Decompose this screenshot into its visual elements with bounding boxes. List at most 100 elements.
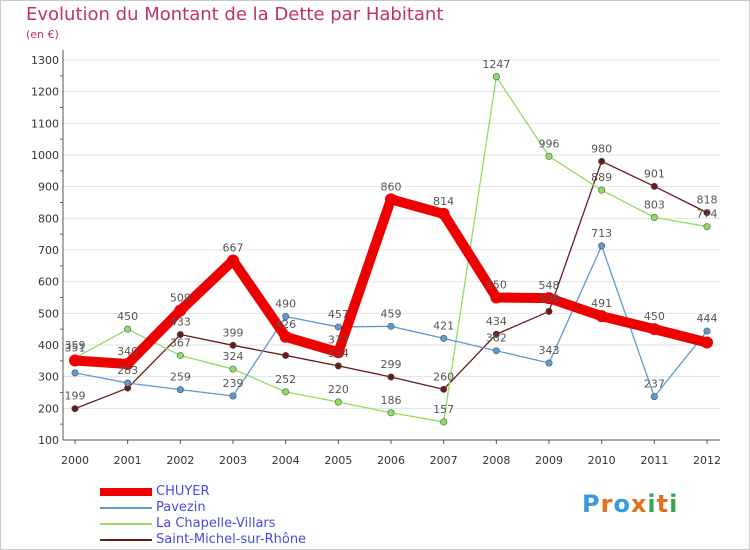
data-label: 367 [170,336,191,349]
data-point [282,351,290,359]
chart-title: Evolution du Montant de la Dette par Hab… [26,4,444,25]
data-point [650,182,658,190]
y-tick-label: 400 [38,339,59,352]
logo-letter: i [669,490,679,518]
axes: 100 200 300 400 500 600 700 800 900 1000 1100 1200 1… [31,50,721,467]
data-point [543,292,555,305]
x-tick-label: 2005 [324,454,352,467]
data-point [440,418,448,426]
logo-letter: x [630,490,648,518]
data-point [437,207,450,220]
data-label: 550 [486,279,507,292]
data-label: 382 [486,332,507,345]
data-label: 459 [381,307,402,320]
data-label: 889 [591,171,612,184]
data-label: 399 [223,326,244,339]
data-point [332,346,345,359]
data-label: 996 [539,137,560,150]
data-label: 713 [591,227,612,240]
data-label: 340 [117,345,138,358]
x-tick-label: 2012 [693,454,721,467]
data-point [229,392,237,400]
data-label: 283 [117,364,138,377]
data-label: 260 [433,370,454,383]
data-point [650,213,658,221]
data-label: 774 [697,208,718,221]
logo-letter: P [582,490,601,518]
data-point [121,358,134,370]
data-label: 444 [697,312,718,325]
data-point [598,157,606,165]
x-tick-label: 2000 [61,454,89,467]
legend-swatch [100,507,152,509]
data-label: 457 [328,308,349,321]
y-tick-label: 900 [38,181,59,194]
data-label: 426 [275,318,296,331]
data-point [650,393,658,401]
data-point [282,312,290,320]
data-point [387,409,395,417]
data-point [490,291,503,304]
y-tick-label: 200 [38,402,59,415]
data-point [598,242,606,250]
data-label: 450 [117,310,138,323]
x-tick-label: 2006 [377,454,405,467]
data-point [71,369,79,377]
x-tick-label: 2011 [640,454,668,467]
data-point [387,373,395,381]
data-label: 220 [328,383,349,396]
data-point [229,365,237,373]
data-point [545,359,553,367]
data-label: 1247 [482,58,510,71]
data-label: 506 [539,292,560,305]
data-point [703,209,711,217]
y-tick-label: 1100 [31,117,59,130]
data-label: 901 [644,167,665,180]
data-label: 343 [539,344,560,357]
data-point [229,341,237,349]
data-label: 548 [539,279,560,292]
data-label: 803 [644,198,665,211]
legend-label: La Chapelle-Villars [156,516,276,531]
data-point [124,379,132,387]
y-tick-label: 700 [38,244,59,257]
data-labels: 351 340 509 667 426 377 860 814 550 548 491 450 283 2… [65,58,718,416]
data-label: 157 [433,403,454,416]
x-tick-label: 2008 [482,454,510,467]
data-label: 377 [328,333,349,346]
data-point [176,386,184,394]
chart-subtitle: (en €) [26,28,59,41]
data-point [595,310,608,323]
x-tick-label: 2004 [272,454,300,467]
y-tick-label: 100 [38,434,59,447]
data-point [385,193,397,206]
data-point [492,347,500,355]
x-tick-label: 2003 [219,454,247,467]
legend-swatch [100,523,152,525]
data-label: 186 [381,394,402,407]
data-label: 818 [697,194,718,207]
data-label: 434 [486,315,507,328]
data-point [701,336,713,349]
data-label: 980 [591,142,612,155]
data-point [279,330,292,343]
data-label: 491 [591,297,612,310]
data-label: 421 [433,319,454,332]
data-point [176,331,184,339]
y-tick-label: 500 [38,307,59,320]
y-tick-label: 1300 [31,54,59,67]
data-point [334,398,342,406]
data-label: 509 [170,291,191,304]
data-label: 433 [170,316,191,329]
data-point [227,254,239,267]
data-label: 814 [433,195,454,208]
proxiti-logo: Proxiti [582,490,678,518]
data-point [440,334,448,342]
x-tick-label: 2010 [588,454,616,467]
data-label: 299 [381,358,402,371]
data-point [174,304,187,317]
logo-letter: t [656,490,670,518]
x-tick-label: 2009 [535,454,563,467]
data-point [703,223,711,231]
